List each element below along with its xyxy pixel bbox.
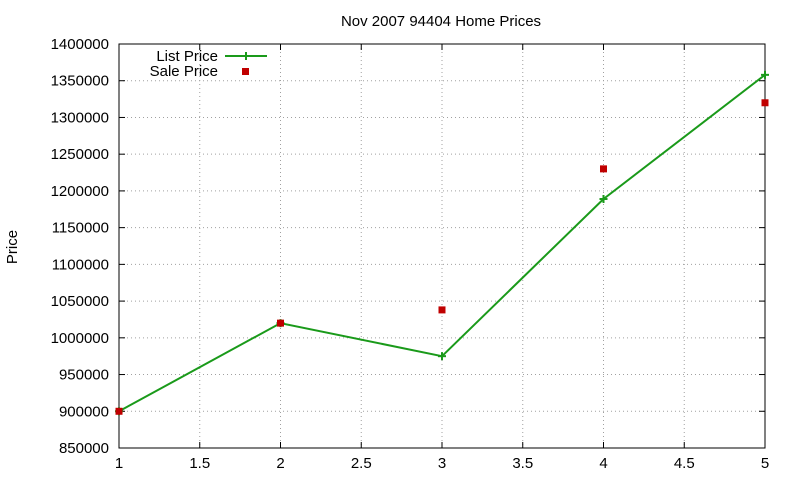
x-tick-label: 1: [115, 455, 123, 472]
chart-title: Nov 2007 94404 Home Prices: [341, 13, 541, 30]
x-tick-label: 2: [276, 455, 284, 472]
sale-price-point: [761, 99, 769, 107]
x-tick-label: 3.5: [512, 455, 533, 472]
y-tick-label: 950000: [59, 367, 109, 384]
y-tick-label: 1350000: [51, 73, 109, 90]
legend-plus: [242, 52, 250, 60]
legend-marker-list-price: [242, 52, 250, 60]
y-tick-label: 1300000: [51, 109, 109, 126]
sale-price-point: [277, 319, 284, 327]
series-layer: [115, 70, 769, 416]
x-tick-label: 4: [599, 455, 607, 472]
list-price-point: [599, 194, 608, 203]
list-price-point: [761, 70, 769, 79]
sale-price-point: [115, 407, 123, 415]
legend-label-sale-price: Sale Price: [150, 63, 218, 80]
list-price-point: [438, 352, 446, 361]
y-tick-label: 1400000: [51, 36, 109, 53]
y-axis-label: Price: [4, 230, 21, 264]
y-tick-label: 1200000: [51, 183, 109, 200]
x-tick-label: 5: [761, 455, 769, 472]
x-tick-label: 2.5: [351, 455, 372, 472]
axis-ticks: 1 1.5 2 2.5 3 3.5 4 4.5 5 850000 900000 950000 10000…: [51, 36, 770, 472]
y-tick-label: 1150000: [52, 220, 109, 237]
y-tick-label: 1000000: [51, 330, 109, 347]
legend-label-list-price: List Price: [156, 48, 218, 65]
x-tick-label: 3: [438, 455, 446, 472]
y-tick-label: 850000: [59, 440, 109, 457]
legend-marker-sale-price: [242, 68, 249, 75]
y-tick-label: 1100000: [52, 256, 109, 273]
y-tick-label: 1050000: [51, 293, 109, 310]
sale-price-point: [600, 165, 607, 173]
y-tick-label: 900000: [59, 403, 109, 420]
x-tick-label: 4.5: [674, 455, 695, 472]
x-tick-label: 1.5: [189, 455, 210, 472]
y-tick-label: 1250000: [51, 146, 109, 163]
grid-lines: [119, 44, 765, 448]
sale-price-point: [438, 306, 446, 314]
legend: List Price Sale Price: [150, 48, 267, 80]
